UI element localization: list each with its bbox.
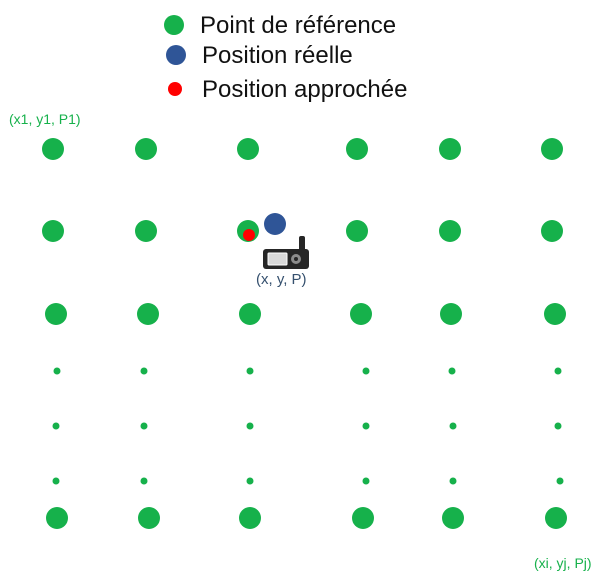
reference-point	[46, 507, 68, 529]
reference-point	[140, 367, 148, 375]
reference-point	[237, 138, 259, 160]
reference-point	[42, 220, 64, 242]
reference-point	[439, 138, 461, 160]
reference-point	[346, 138, 368, 160]
reference-point	[448, 367, 456, 375]
real-position-marker	[264, 213, 286, 235]
gps-handheld-icon	[263, 236, 309, 269]
legend-label-approx: Position approchée	[202, 76, 407, 103]
reference-point	[449, 422, 457, 430]
legend: Point de référence Position réelle Posit…	[164, 12, 407, 103]
reference-point	[544, 303, 566, 325]
reference-point	[556, 477, 564, 485]
reference-point	[554, 422, 562, 430]
first-reference-label: (x1, y1, P1)	[9, 111, 81, 127]
legend-label-reference: Point de référence	[200, 12, 396, 39]
reference-point	[346, 220, 368, 242]
reference-point	[53, 367, 61, 375]
reference-point	[449, 477, 457, 485]
legend-marker-real	[166, 45, 186, 65]
reference-point	[362, 477, 370, 485]
reference-point	[42, 138, 64, 160]
last-reference-label: (xi, yj, Pj)	[534, 555, 592, 571]
reference-point	[135, 220, 157, 242]
legend-marker-approx	[168, 82, 182, 96]
reference-point	[352, 507, 374, 529]
reference-point	[140, 477, 148, 485]
reference-point	[545, 507, 567, 529]
reference-point	[246, 422, 254, 430]
reference-point	[45, 303, 67, 325]
legend-marker-reference	[164, 15, 184, 35]
reference-point	[439, 220, 461, 242]
reference-point	[246, 477, 254, 485]
reference-point	[350, 303, 372, 325]
position-label: (x, y, P)	[256, 271, 307, 288]
reference-point	[138, 507, 160, 529]
reference-point-grid	[42, 138, 567, 529]
reference-point	[541, 220, 563, 242]
reference-point	[239, 507, 261, 529]
reference-point	[362, 367, 370, 375]
reference-point	[52, 422, 60, 430]
reference-point	[541, 138, 563, 160]
reference-point	[246, 367, 254, 375]
legend-label-real: Position réelle	[202, 42, 353, 69]
reference-point	[137, 303, 159, 325]
approximated-position-marker	[243, 229, 255, 241]
reference-point	[239, 303, 261, 325]
reference-point	[554, 367, 562, 375]
reference-point	[440, 303, 462, 325]
reference-point	[362, 422, 370, 430]
reference-point	[52, 477, 60, 485]
reference-point	[140, 422, 148, 430]
reference-point	[442, 507, 464, 529]
reference-point	[135, 138, 157, 160]
